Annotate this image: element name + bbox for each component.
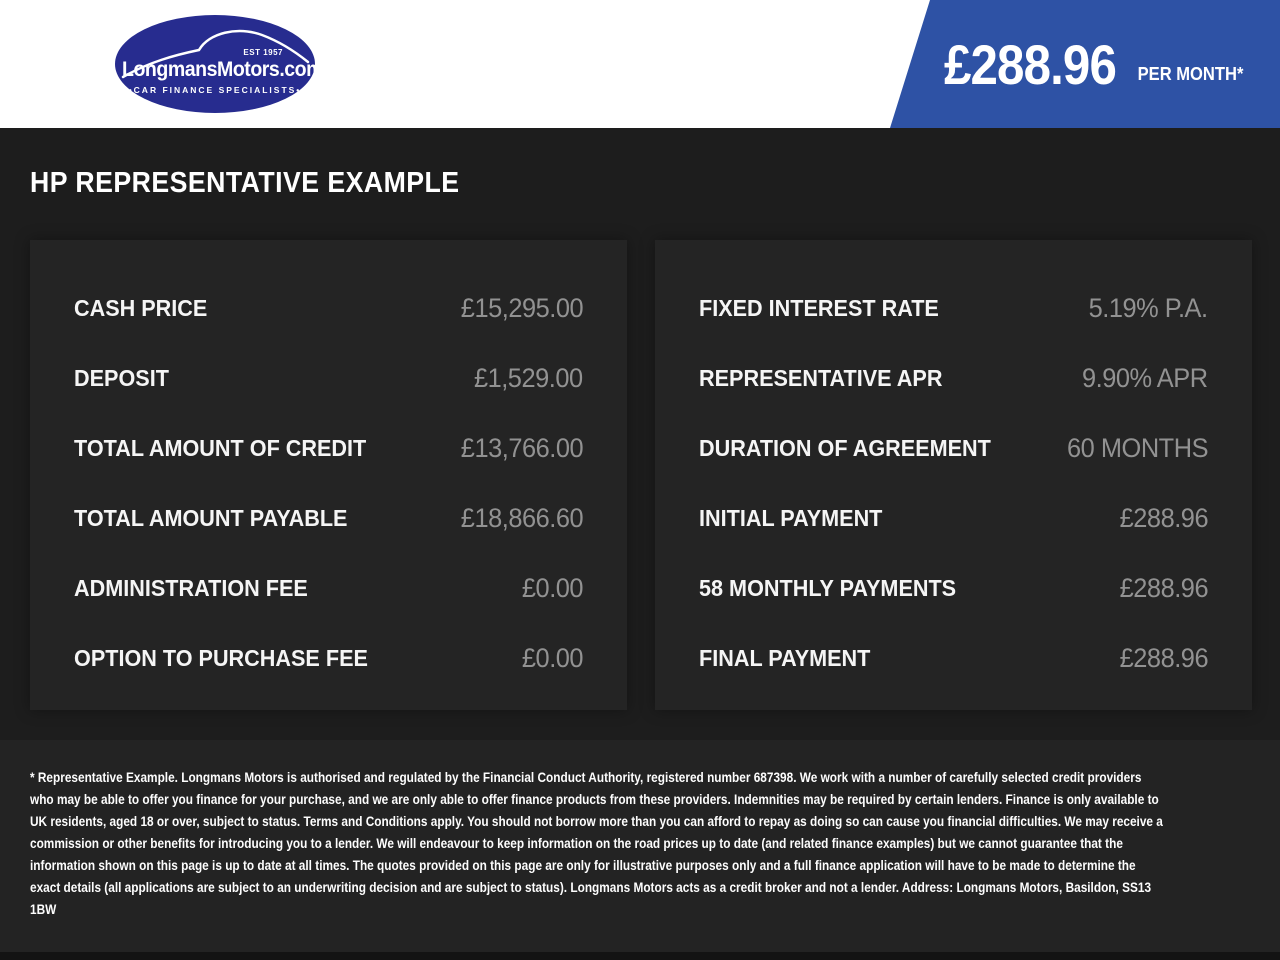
company-logo[interactable]: EST 1957 LongmansMotors.com •CAR FINANCE… (115, 15, 324, 113)
row-value: £1,529.00 (474, 362, 583, 393)
finance-row-monthly-payments: 58 MONTHLY PAYMENTS £288.96 (655, 553, 1252, 623)
row-label: OPTION TO PURCHASE FEE (74, 644, 368, 671)
row-label: TOTAL AMOUNT PAYABLE (74, 504, 348, 531)
row-value: £15,295.00 (460, 292, 584, 323)
finance-panel-left: CASH PRICE £15,295.00 DEPOSIT £1,529.00 … (30, 240, 627, 710)
finance-row-interest-rate: FIXED INTEREST RATE 5.19% P.A. (655, 273, 1252, 343)
page-title: HP REPRESENTATIVE EXAMPLE (30, 167, 460, 199)
row-label: 58 MONTHLY PAYMENTS (699, 574, 957, 601)
row-value: 9.90% APR (1082, 362, 1208, 393)
logo-name-text: LongmansMotors.com (122, 58, 324, 81)
row-value: 60 MONTHS (1066, 432, 1208, 463)
logo-established-text: EST 1957 (243, 48, 283, 57)
finance-row-total-payable: TOTAL AMOUNT PAYABLE £18,866.60 (30, 483, 627, 553)
disclaimer-text: * Representative Example. Longmans Motor… (30, 769, 1163, 917)
finance-row-duration: DURATION OF AGREEMENT 60 MONTHS (655, 413, 1252, 483)
footer-section: * Representative Example. Longmans Motor… (0, 740, 1280, 952)
row-label: DURATION OF AGREEMENT (699, 434, 991, 461)
finance-row-cash-price: CASH PRICE £15,295.00 (30, 273, 627, 343)
finance-row-final-payment: FINAL PAYMENT £288.96 (655, 623, 1252, 693)
finance-row-total-credit: TOTAL AMOUNT OF CREDIT £13,766.00 (30, 413, 627, 483)
row-value: £288.96 (1119, 642, 1209, 673)
monthly-price-period: PER MONTH* (1138, 63, 1244, 84)
row-value: £13,766.00 (460, 432, 584, 463)
row-value: £0.00 (521, 572, 584, 603)
row-label: FIXED INTEREST RATE (699, 294, 939, 321)
logo-tagline-text: •CAR FINANCE SPECIALISTS• (128, 85, 302, 95)
finance-row-apr: REPRESENTATIVE APR 9.90% APR (655, 343, 1252, 413)
finance-row-admin-fee: ADMINISTRATION FEE £0.00 (30, 553, 627, 623)
row-value: £18,866.60 (460, 502, 584, 533)
row-label: REPRESENTATIVE APR (699, 364, 943, 391)
row-label: DEPOSIT (74, 364, 169, 391)
row-label: FINAL PAYMENT (699, 644, 871, 671)
header-bar: EST 1957 LongmansMotors.com •CAR FINANCE… (0, 0, 1280, 128)
monthly-price-amount: £288.96 (944, 32, 1117, 96)
finance-row-deposit: DEPOSIT £1,529.00 (30, 343, 627, 413)
row-label: CASH PRICE (74, 294, 208, 321)
row-value: £288.96 (1119, 502, 1209, 533)
car-silhouette-icon (121, 29, 310, 79)
monthly-price-banner: £288.96 PER MONTH* (890, 0, 1280, 128)
row-value: £0.00 (521, 642, 584, 673)
finance-row-purchase-fee: OPTION TO PURCHASE FEE £0.00 (30, 623, 627, 693)
finance-panel-right: FIXED INTEREST RATE 5.19% P.A. REPRESENT… (655, 240, 1252, 710)
row-label: ADMINISTRATION FEE (74, 574, 308, 601)
row-label: INITIAL PAYMENT (699, 504, 883, 531)
row-label: TOTAL AMOUNT OF CREDIT (74, 434, 367, 461)
bottom-divider-bar (0, 952, 1280, 960)
row-value: 5.19% P.A. (1088, 292, 1208, 323)
row-value: £288.96 (1119, 572, 1209, 603)
finance-row-initial-payment: INITIAL PAYMENT £288.96 (655, 483, 1252, 553)
